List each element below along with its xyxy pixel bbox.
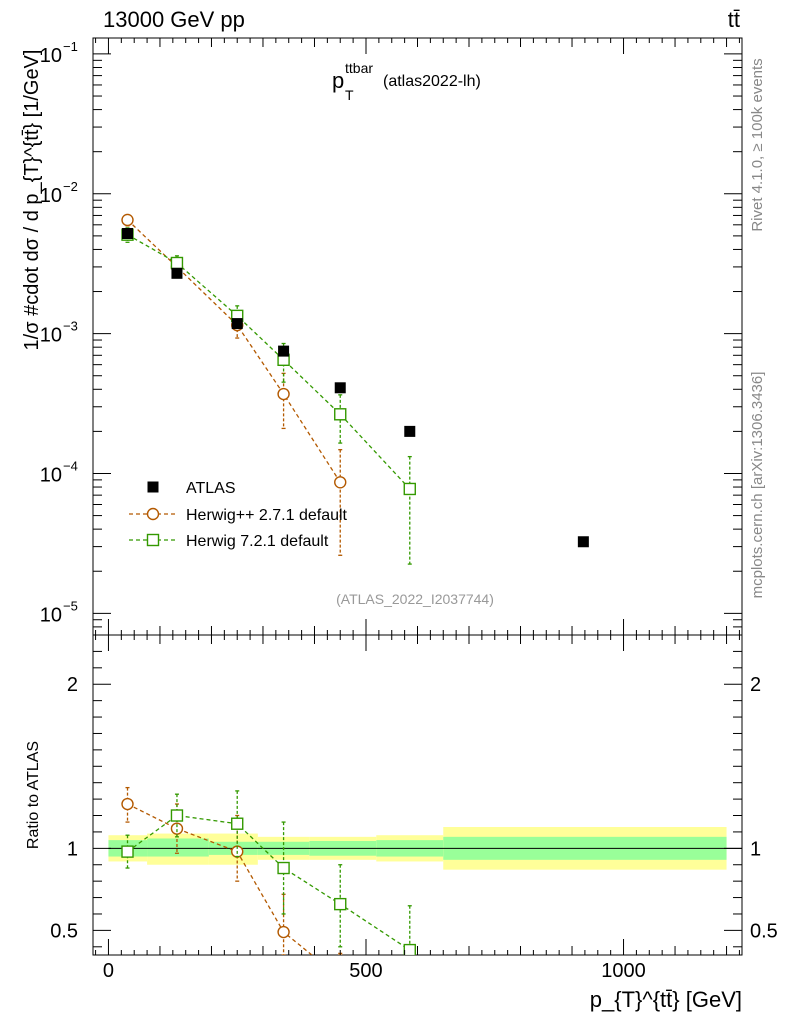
ratio-point — [277, 861, 290, 875]
ratio-line — [127, 803, 313, 955]
y-tick-label: 10 −3 — [40, 319, 78, 347]
x-tick-label: 0 — [103, 960, 114, 982]
y-tick-exponent: −4 — [63, 458, 78, 473]
data-point — [231, 318, 243, 330]
y-tick-base: 10 — [40, 325, 62, 347]
ratio-point — [334, 897, 347, 911]
y-tick-exponent: −2 — [63, 179, 78, 194]
series-point — [334, 408, 347, 421]
y-tick-exponent: −3 — [63, 319, 78, 334]
data-point — [334, 382, 346, 394]
ratio-point — [403, 943, 416, 955]
rivet-version-label: Rivet 4.1.0, ≥ 100k events — [749, 58, 766, 231]
x-tick-label: 500 — [349, 960, 382, 982]
data-point — [577, 536, 589, 548]
plot-title: p T ttbar (atlas2022-lh) — [332, 60, 481, 103]
analysis-tag: (ATLAS_2022_I2037744) — [336, 591, 494, 607]
ratio-point — [121, 797, 134, 811]
y-tick-base: 10 — [40, 45, 62, 67]
ratio-panel-frame — [92, 634, 743, 956]
ratio-tick-label-left: 1 — [67, 838, 78, 860]
ratio-tick-label-right: 2 — [750, 674, 761, 696]
series-atlas — [122, 228, 589, 548]
ratio-series — [121, 790, 416, 955]
ratio-tick-label-right: 0.5 — [750, 920, 778, 942]
series-point — [170, 256, 184, 270]
y-tick-base: 10 — [40, 604, 62, 626]
series-square — [121, 227, 416, 955]
y-tick-exponent: −5 — [63, 598, 78, 613]
ratio-band-stat — [147, 838, 209, 857]
y-tick-exponent: −1 — [63, 39, 78, 54]
header-process: 13000 GeV pp — [103, 7, 245, 32]
series-point — [334, 476, 347, 489]
data-point — [278, 345, 290, 357]
y-tick-base: 10 — [40, 464, 62, 486]
y-tick-label: 10 −1 — [40, 39, 78, 67]
y-tick-label: 10 −2 — [40, 179, 78, 207]
ratio-point — [121, 845, 134, 858]
ratio-y-axis-title: Ratio to ATLAS — [25, 741, 42, 849]
title-main: p — [332, 68, 344, 93]
ratio-line — [127, 814, 411, 951]
data-point — [122, 228, 134, 240]
legend-marker-herwig7 — [146, 533, 160, 547]
mcplots-label: mcplots.cern.ch [arXiv:1306.3436] — [749, 372, 766, 599]
x-axis-title: p_{T}^{tt̄} [GeV] — [590, 987, 742, 1012]
legend-marker-atlas — [147, 481, 159, 493]
title-superscript: ttbar — [345, 60, 373, 76]
series-point — [277, 387, 290, 401]
legend-label: Herwig 7.2.1 default — [186, 533, 329, 550]
y-tick-label: 10 −4 — [40, 458, 78, 486]
series-point — [403, 482, 416, 496]
y-tick-label: 10 −5 — [40, 598, 78, 626]
y-tick-base: 10 — [40, 185, 62, 207]
title-subscript: T — [345, 87, 354, 103]
ratio-tick-label-left: 2 — [67, 674, 78, 696]
ratio-point — [277, 925, 290, 939]
series-point — [121, 213, 134, 227]
legend-marker-herwigpp — [146, 507, 160, 521]
legend-label: Herwig++ 2.7.1 default — [186, 507, 348, 524]
ratio-series — [121, 786, 343, 955]
data-point — [171, 267, 183, 279]
y-axis-title: 1/σ #cdot dσ / d p_{T}^{tt̄} [1/GeV] — [21, 50, 43, 351]
ratio-tick-label-left: 0.5 — [50, 920, 78, 942]
ratio-point — [170, 809, 184, 822]
x-tick-label: 1000 — [601, 960, 646, 982]
legend-label: ATLAS — [186, 480, 236, 497]
data-point — [404, 425, 416, 437]
ratio-point — [231, 817, 244, 830]
header-final-state: tt̄ — [728, 7, 740, 32]
series-line — [127, 234, 411, 490]
series-line — [127, 219, 341, 483]
ratio-point — [170, 822, 184, 835]
ratio-tick-label-right: 1 — [750, 838, 761, 860]
title-suffix: (atlas2022-lh) — [383, 73, 481, 90]
